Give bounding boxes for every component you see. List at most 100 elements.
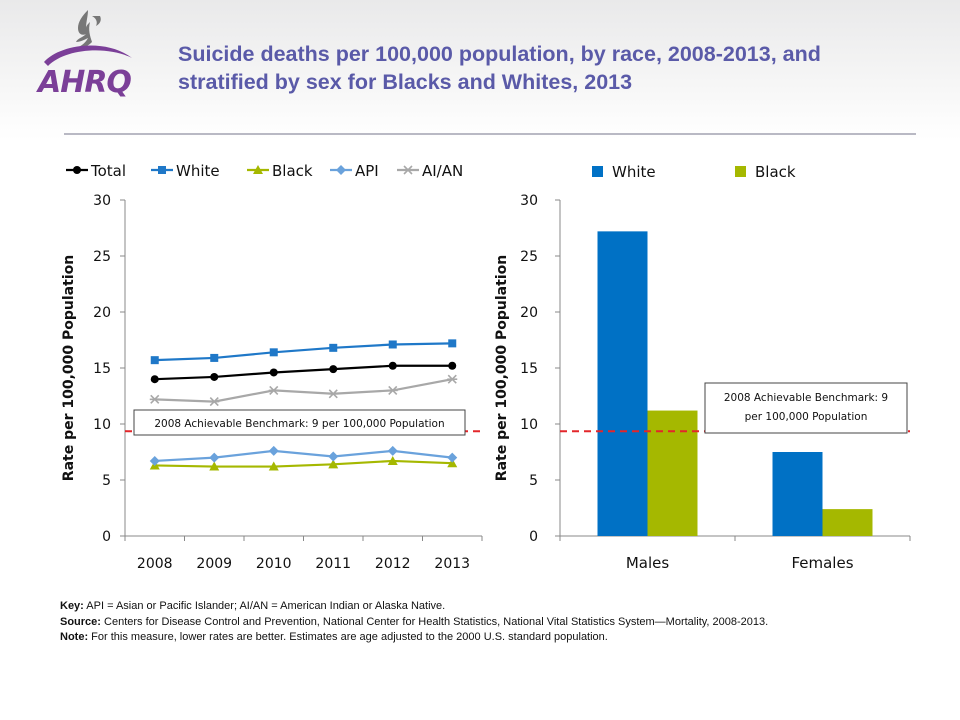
bar-chart: White Black Rate per 100,000 Population 0… [494, 163, 911, 572]
legend-label-black: Black [272, 162, 313, 180]
source-text: Centers for Disease Control and Preventi… [104, 615, 769, 628]
line-chart-x-tick-label: 2009 [196, 556, 232, 572]
point-ai-an-2009-stroke [209, 397, 219, 407]
line-chart-benchmark-box [133, 409, 466, 436]
line-api [154, 449, 453, 463]
bar-chart-benchmark-label: 2008 Achievable Benchmark: 9 [724, 392, 888, 404]
line-series-white [150, 339, 457, 365]
bar-white-males [597, 231, 648, 537]
point-total-2008 [150, 375, 159, 384]
point-black-2013 [447, 458, 458, 468]
point-white-2009 [210, 353, 219, 362]
bar-chart-y-axis-label: Rate per 100,000 Population [494, 255, 510, 481]
legend-label-api: API [355, 162, 379, 180]
bar-chart-axes: 0 5 10 15 20 25 30 Males Females [520, 193, 911, 572]
charts-canvas: Total White Black API AI/AN Rate per 100,000… [61, 162, 911, 572]
line-chart-x-tick-label: 2011 [315, 556, 351, 572]
footer-notes: Key: API = Asian or Pacific Islander; AI… [60, 599, 890, 646]
legend-label-ai-an: AI/AN [422, 162, 463, 180]
line-chart-x-tick-label: 2008 [137, 556, 173, 572]
line-chart-benchmark: 2008 Achievable Benchmark: 9 per 100,000… [125, 409, 482, 436]
bar-chart-y-tick-label: 25 [520, 249, 538, 265]
point-black-2011 [328, 459, 339, 469]
line-chart-axes: 0 5 10 15 20 25 30 2008 2009 2010 2011 2012 2013 [93, 193, 483, 572]
legend-item-white: White [151, 162, 220, 180]
point-ai-an-2008-stroke [150, 394, 160, 404]
line-chart-y-tick-label: 25 [93, 249, 111, 265]
logo-text: AHRQ [36, 65, 131, 98]
bar-chart-y-tick-label: 20 [520, 305, 538, 321]
line-chart-benchmark-label: 2008 Achievable Benchmark: 9 per 100,000… [154, 418, 444, 430]
bar-chart-y-tick-label: 15 [520, 361, 538, 377]
point-total-2010 [269, 368, 278, 377]
logo-swoosh [44, 45, 132, 66]
point-total-2011 [329, 365, 338, 374]
point-black-2009 [209, 461, 220, 471]
note-text: For this measure, lower rates are better… [91, 631, 608, 643]
point-total-2013 [448, 361, 457, 370]
legend-marker-ai-an-stroke [403, 165, 413, 175]
point-ai-an-2008 [149, 394, 160, 404]
point-white-2013 [448, 339, 457, 348]
legend-item-black: Black [247, 162, 313, 180]
legend-label-white: White [176, 162, 220, 180]
point-api-2009 [209, 452, 220, 463]
line-white [154, 342, 453, 362]
note-label: Note: [60, 631, 89, 643]
line-chart-x-tick-label: 2013 [434, 556, 470, 572]
key-text: API = Asian or Pacific Islander; AI/AN =… [86, 600, 446, 612]
point-ai-an-2012-stroke [388, 385, 398, 395]
line-chart-series [149, 339, 458, 471]
line-chart-y-tick-label: 0 [102, 529, 111, 545]
legend-marker-white [158, 166, 166, 174]
point-api-2008 [149, 455, 160, 466]
point-white-2010 [269, 348, 278, 357]
point-ai-an-2010 [268, 385, 279, 395]
bar-black-males [647, 410, 698, 536]
legend-marker-total [73, 166, 81, 174]
point-ai-an-2010-stroke [269, 385, 279, 395]
legend-marker-black [253, 165, 263, 174]
bar-white-females [772, 452, 823, 536]
point-black-2010 [268, 461, 279, 471]
hhs-eagle-icon [76, 10, 101, 49]
bar-chart-y-tick-label: 5 [529, 473, 538, 489]
line-chart-y-tick-label: 30 [93, 193, 111, 209]
legend-item-ai-an: AI/AN [397, 162, 463, 180]
bar-chart-y-tick-label: 0 [529, 529, 538, 545]
line-total [154, 364, 453, 381]
point-ai-an-2012 [387, 385, 398, 395]
legend-label-total: Total [90, 162, 126, 180]
bar-chart-x-tick-label: Females [791, 554, 853, 572]
line-chart-y-tick-label: 5 [102, 473, 111, 489]
point-api-2011 [328, 451, 339, 462]
bar-legend-label-black: Black [755, 163, 796, 181]
point-ai-an-2011-stroke [328, 389, 338, 399]
page-title: Suicide deaths per 100,000 population, b… [178, 42, 821, 94]
bar-chart-legend: White Black [592, 163, 796, 181]
point-api-2013 [447, 452, 458, 463]
line-chart-y-tick-label: 20 [93, 305, 111, 321]
legend-marker-ai-an [403, 165, 413, 175]
point-white-2012 [388, 340, 397, 349]
line-series-ai-an [149, 374, 458, 407]
bar-chart-benchmark: 2008 Achievable Benchmark: 9 per 100,000 … [560, 382, 910, 434]
source-label: Source: [60, 615, 101, 628]
footer-note: Note: For this measure, lower rates are … [60, 630, 890, 646]
line-chart-y-tick-label: 10 [93, 417, 111, 433]
point-api-2012 [387, 445, 398, 456]
footer-key: Key: API = Asian or Pacific Islander; AI… [60, 599, 890, 615]
point-black-2012 [387, 455, 398, 465]
line-chart-y-axis-label: Rate per 100,000 Population [61, 255, 77, 481]
point-ai-an-2011 [328, 389, 339, 399]
point-api-2010 [268, 445, 279, 456]
line-chart-legend: Total White Black API AI/AN [66, 162, 463, 180]
line-black [154, 459, 453, 468]
line-chart: Total White Black API AI/AN Rate per 100,000… [61, 162, 483, 572]
bar-legend-item-black: Black [735, 163, 796, 181]
bar-chart-y-tick-label: 30 [520, 193, 538, 209]
bar-legend-label-white: White [612, 163, 656, 181]
point-ai-an-2013-stroke [447, 374, 457, 384]
bar-legend-item-white: White [592, 163, 656, 181]
line-ai-an [154, 378, 453, 403]
